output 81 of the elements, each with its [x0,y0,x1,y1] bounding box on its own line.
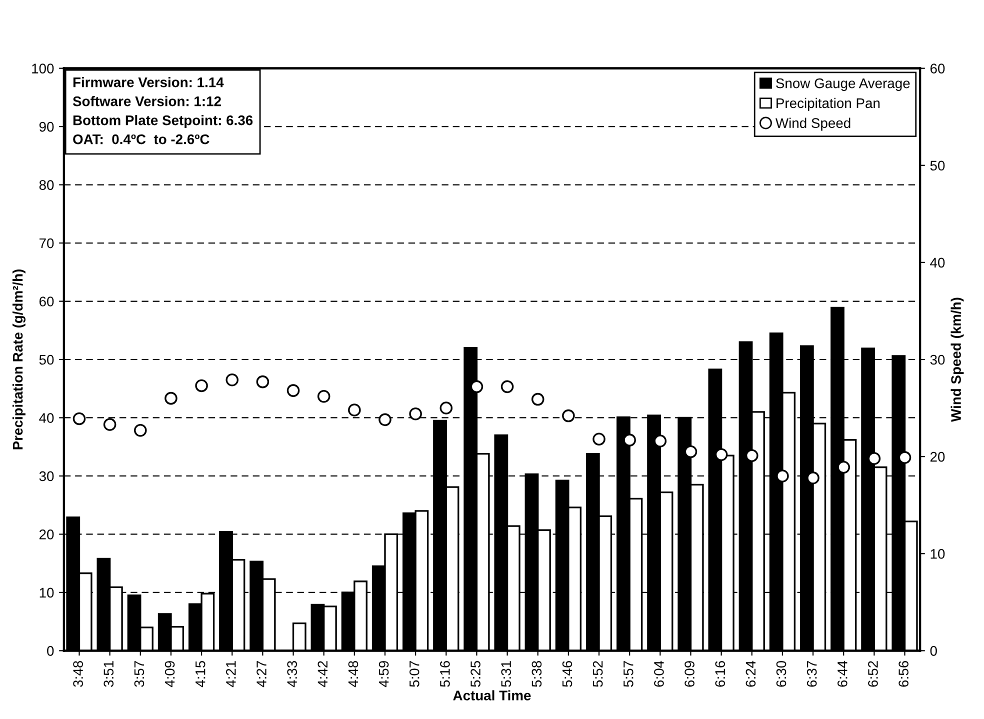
point [654,434,667,448]
point [409,407,422,420]
x-tick-label: 6:37 [806,661,817,687]
x-tick-label: 4:27 [256,661,266,688]
point [134,424,147,437]
y-tick-label: 90 [39,122,54,132]
x-tick-label: 6:04 [654,660,664,687]
x-axis-title: Actual Time [453,690,531,700]
x-tick-label: 4:09 [164,661,175,688]
y-tick-label: 30 [39,471,54,482]
y2-tick-label: 60 [930,64,945,74]
x-tick-label: 3:48 [73,661,83,687]
x-tick-label: 6:52 [868,661,878,687]
point [103,418,116,431]
x-tick-label: 5:31 [501,661,512,687]
x-tick-label: 6:09 [684,661,694,687]
x-tick-label: 5:57 [624,661,634,687]
point [562,409,575,422]
x-tick-label: 4:59 [378,661,389,688]
y-tick-label: 40 [39,413,54,423]
point [684,445,698,458]
x-tick-label: 4:48 [348,661,358,688]
point [806,472,820,484]
x-tick-label: 6:16 [715,661,726,687]
x-tick-label: 5:07 [409,661,420,687]
point [837,460,850,474]
y-tick-label: 70 [40,238,54,248]
y2-tick-label: 40 [930,258,945,268]
point [470,380,484,394]
point [195,379,208,392]
point [226,373,239,386]
point [898,451,912,464]
point [72,412,86,426]
point [868,452,881,465]
point [592,432,606,446]
x-tick-label: 6:30 [776,660,786,687]
y-tick-label: 10 [40,588,54,598]
point [714,448,728,462]
y2-tick-label: 0 [930,646,937,656]
x-tick-label: 5:16 [440,661,450,687]
point [776,470,789,482]
x-tick-label: 4:42 [318,661,328,688]
legend-label: Wind Speed [776,118,850,131]
y2-tick-label: 20 [930,452,945,462]
x-tick-label: 3:51 [104,661,114,687]
point [286,384,300,397]
y2-tick-label: 50 [930,160,945,171]
y-tick-label: 100 [32,64,54,74]
point [348,404,361,416]
point [256,375,270,388]
x-tick-label: 5:38 [532,661,542,687]
point [440,402,453,414]
x-tick-label: 4:33 [287,661,297,688]
y-tick-label: 80 [39,180,54,190]
y-tick-label: 0 [47,646,54,656]
y-tick-label: 20 [39,530,54,540]
x-tick-label: 3:57 [134,661,144,687]
y-axis-title: Precipitation Rate (g/dm²/h) [12,270,26,450]
legend-label: Precipitation Pan [776,98,880,111]
y-tick-label: 60 [39,296,54,306]
x-tick-label: 6:44 [838,660,848,687]
annotation: Firmware Version: 1.14 Software Version: 1:12 Bottom Plate Setpoint: 6.36 OAT: 0.4ºC to -2.6ºC [72,77,253,144]
point [623,434,636,446]
x-tick-label: 4:21 [226,661,236,688]
y2-tick-label: 30 [930,354,945,365]
point [745,449,758,462]
x-tick-label: 6:56 [898,661,908,687]
point [378,413,392,426]
y-tick-label: 50 [39,354,54,365]
point [164,392,178,405]
point [500,380,514,394]
x-tick-label: 5:52 [592,661,603,687]
point [531,392,544,406]
x-tick-label: 5:25 [470,660,480,687]
y2-tick-label: 10 [930,548,945,559]
y2-axis-title: Wind Speed (km/h) [950,298,964,422]
x-tick-label: 5:46 [562,661,572,687]
legend-label: Snow Gauge Average [776,78,910,91]
x-tick-label: 6:24 [746,660,756,687]
x-tick-label: 4:15 [196,660,206,688]
point [317,390,330,403]
